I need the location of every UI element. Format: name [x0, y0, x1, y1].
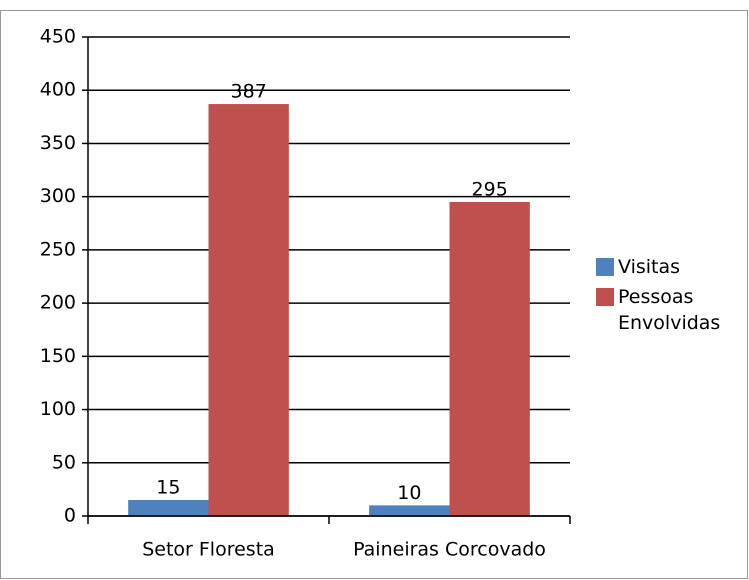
y-tick-label: 150 — [40, 345, 76, 367]
y-tick-label: 250 — [40, 238, 76, 260]
x-tick-label: Paineiras Corcovado — [353, 539, 546, 561]
legend-item: Pessoas Envolvidas — [596, 284, 746, 336]
legend-label: Visitas — [618, 256, 681, 278]
bar — [369, 505, 450, 516]
bar — [128, 500, 209, 516]
chart-frame — [0, 10, 748, 579]
y-tick-label: 350 — [40, 132, 76, 154]
bar — [208, 104, 289, 516]
legend-swatch — [596, 288, 614, 306]
y-tick-label: 400 — [40, 79, 76, 101]
y-tick-label: 50 — [52, 451, 76, 473]
legend-item: Visitas — [596, 254, 746, 280]
y-tick-label: 300 — [40, 185, 76, 207]
y-tick-label: 100 — [40, 398, 76, 420]
data-label: 295 — [472, 178, 508, 200]
y-tick-label: 0 — [64, 505, 76, 527]
y-tick-label: 200 — [40, 292, 76, 314]
x-tick-label: Setor Floresta — [142, 539, 275, 561]
legend: Visitas Pessoas Envolvidas — [596, 254, 746, 340]
data-label: 15 — [156, 477, 180, 499]
legend-label: Pessoas Envolvidas — [618, 286, 721, 334]
legend-swatch — [596, 258, 614, 276]
data-label: 387 — [231, 81, 267, 103]
y-tick-label: 450 — [40, 26, 76, 48]
data-label: 10 — [397, 482, 421, 504]
bar — [449, 201, 530, 516]
